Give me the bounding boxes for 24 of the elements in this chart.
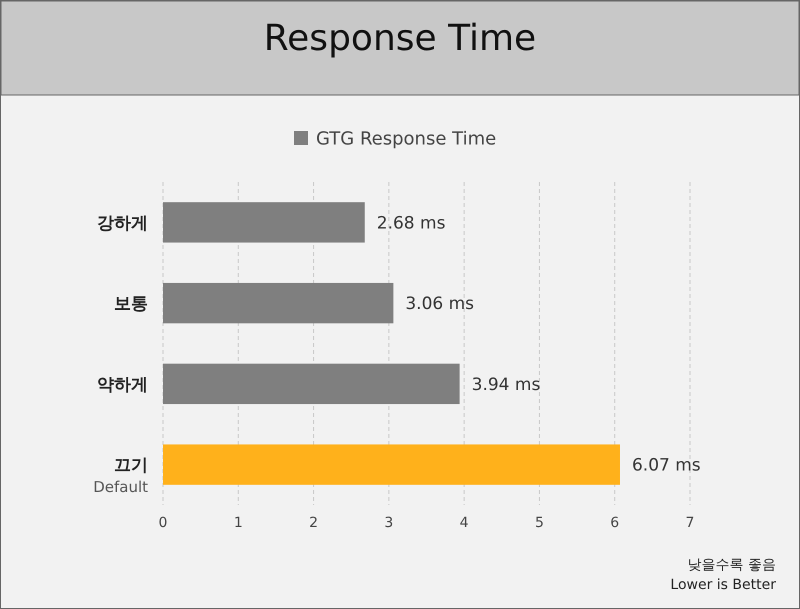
x-tick-label: 6 — [610, 514, 620, 531]
x-tick-label: 4 — [460, 514, 469, 531]
bar — [163, 364, 460, 404]
x-tick-label: 3 — [384, 514, 394, 531]
data-label: 6.07 ms — [632, 456, 701, 476]
data-label: 3.06 ms — [405, 294, 474, 314]
bar — [163, 202, 365, 243]
chart-title: Response Time — [264, 18, 536, 59]
bar — [163, 282, 394, 324]
y-tick-label: 약하게 — [97, 374, 148, 395]
bar — [163, 444, 620, 485]
x-tick-label: 1 — [234, 514, 243, 531]
y-tick-label: 강하게 — [97, 213, 148, 234]
x-tick-label: 2 — [309, 514, 318, 531]
text: Lower is Better — [670, 576, 776, 593]
y-tick-label: 보통 — [114, 294, 148, 314]
data-label: 3.94 ms — [472, 374, 540, 395]
text: 낮을수록 좋음 — [688, 556, 776, 573]
x-tick-label: 0 — [158, 514, 168, 531]
x-tick-label: 7 — [686, 514, 694, 531]
y-tick-label: 끄기 Default — [93, 456, 148, 496]
data-label: 2.68 ms — [376, 213, 446, 234]
x-tick-label: 5 — [534, 514, 544, 531]
legend-label: GTG Response Time — [316, 128, 496, 150]
